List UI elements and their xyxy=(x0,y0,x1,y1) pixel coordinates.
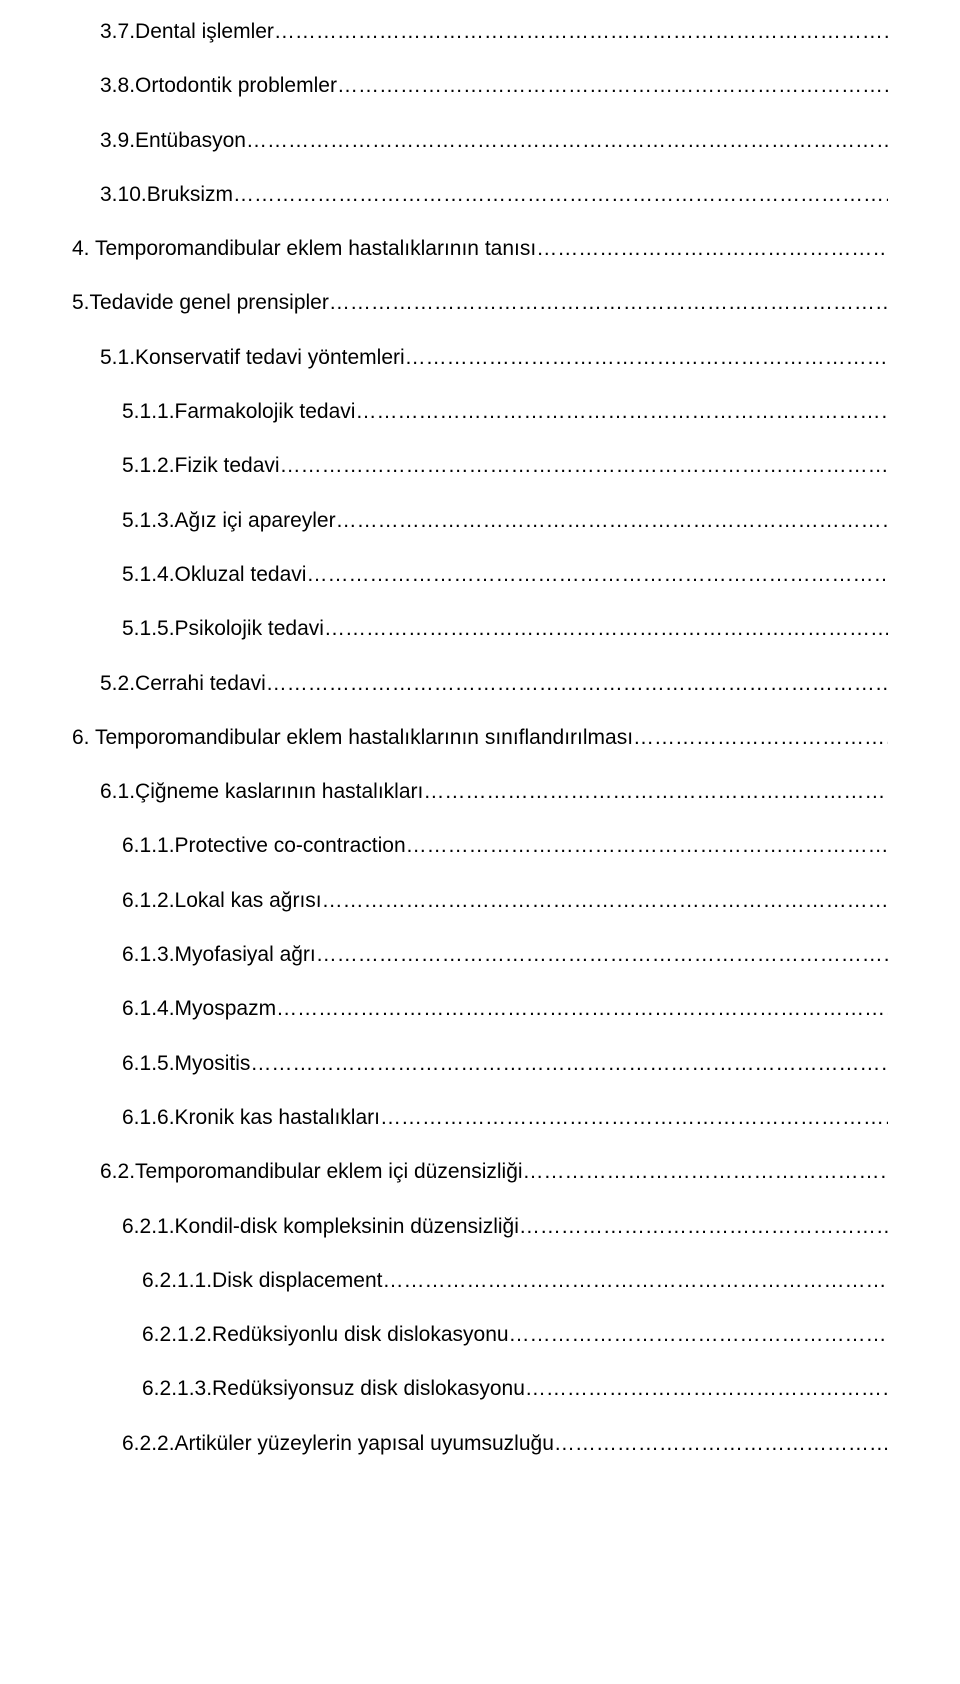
toc-entry-label: 6.1.2.Lokal kas ağrısı xyxy=(122,889,322,912)
toc-entry: 6.1.1.Protective co-contraction xyxy=(72,832,888,859)
document-page: 3.7.Dental işlemler 3.8.Ortodontik proble… xyxy=(0,0,960,1524)
toc-entry: 6.2.1.3.Redüksiyonsuz disk dislokasyonu xyxy=(72,1375,888,1402)
toc-entry: 5.1.4.Okluzal tedavi xyxy=(72,561,888,588)
toc-entry-label: 6.2.1.2.Redüksiyonlu disk dislokasyonu xyxy=(142,1323,509,1346)
toc-entry: 6.1.4.Myospazm xyxy=(72,995,888,1022)
toc-entry-label: 5.1.5.Psikolojik tedavi xyxy=(122,617,324,640)
toc-entry-label: 3.7.Dental işlemler xyxy=(100,20,274,43)
toc-entry: 6.1.3.Myofasiyal ağrı xyxy=(72,941,888,968)
toc-entry-label: 6.2.2.Artiküler yüzeylerin yapısal uyums… xyxy=(122,1432,554,1455)
toc-entry-label: 5.1.Konservatif tedavi yöntemleri xyxy=(100,346,405,369)
toc-entry-label: 4. Temporomandibular eklem hastalıkların… xyxy=(72,237,536,260)
toc-entry: 5.1.2.Fizik tedavi xyxy=(72,452,888,479)
table-of-contents: 3.7.Dental işlemler 3.8.Ortodontik proble… xyxy=(72,18,888,1457)
toc-entry-label: 5.1.1.Farmakolojik tedavi xyxy=(122,400,355,423)
toc-entry: 6.1.6.Kronik kas hastalıkları xyxy=(72,1104,888,1131)
toc-entry: 5.1.5.Psikolojik tedavi xyxy=(72,615,888,642)
toc-entry-label: 6.1.3.Myofasiyal ağrı xyxy=(122,943,316,966)
toc-entry-label: 5.1.2.Fizik tedavi xyxy=(122,454,280,477)
toc-entry-label: 6.1.5.Myositis xyxy=(122,1052,250,1075)
toc-entry-label: 6.2.1.1.Disk displacement xyxy=(142,1269,382,1292)
toc-entry: 6. Temporomandibular eklem hastalıkların… xyxy=(72,724,888,751)
toc-entry: 5.1.1.Farmakolojik tedavi xyxy=(72,398,888,425)
toc-entry: 3.7.Dental işlemler xyxy=(72,18,888,45)
toc-entry-label: 5.1.4.Okluzal tedavi xyxy=(122,563,306,586)
toc-entry-label: 6.2.1.3.Redüksiyonsuz disk dislokasyonu xyxy=(142,1377,525,1400)
toc-entry: 3.9.Entübasyon xyxy=(72,127,888,154)
toc-entry-label: 6.1.6.Kronik kas hastalıkları xyxy=(122,1106,380,1129)
toc-entry-label: 6.2.Temporomandibular eklem içi düzensiz… xyxy=(100,1160,523,1183)
toc-entry: 6.2.Temporomandibular eklem içi düzensiz… xyxy=(72,1158,888,1185)
toc-entry-label: 6.1.4.Myospazm xyxy=(122,997,276,1020)
toc-entry-label: 3.9.Entübasyon xyxy=(100,129,246,152)
toc-entry: 6.2.1.1.Disk displacement xyxy=(72,1267,888,1294)
toc-entry-label: 5.Tedavide genel prensipler xyxy=(72,291,329,314)
toc-entry: 5.1.Konservatif tedavi yöntemleri xyxy=(72,344,888,371)
toc-entry-label: 6.2.1.Kondil-disk kompleksinin düzensizl… xyxy=(122,1215,519,1238)
toc-entry: 6.2.1.Kondil-disk kompleksinin düzensizl… xyxy=(72,1213,888,1240)
toc-entry: 6.2.2.Artiküler yüzeylerin yapısal uyums… xyxy=(72,1430,888,1457)
toc-entry: 6.1.5.Myositis xyxy=(72,1050,888,1077)
toc-entry-label: 5.1.3.Ağız içi apareyler xyxy=(122,509,336,532)
toc-entry: 3.10.Bruksizm xyxy=(72,181,888,208)
toc-entry: 5.2.Cerrahi tedavi xyxy=(72,670,888,697)
toc-entry: 5.Tedavide genel prensipler xyxy=(72,289,888,316)
toc-entry-label: 3.8.Ortodontik problemler xyxy=(100,74,337,97)
toc-entry: 5.1.3.Ağız içi apareyler xyxy=(72,507,888,534)
toc-entry-label: 6.1.1.Protective co-contraction xyxy=(122,834,406,857)
toc-entry: 6.1.2.Lokal kas ağrısı xyxy=(72,887,888,914)
toc-entry: 6.1.Çiğneme kaslarının hastalıkları xyxy=(72,778,888,805)
toc-entry-label: 6.1.Çiğneme kaslarının hastalıkları xyxy=(100,780,423,803)
toc-entry: 3.8.Ortodontik problemler xyxy=(72,72,888,99)
toc-entry-label: 5.2.Cerrahi tedavi xyxy=(100,672,266,695)
toc-entry: 6.2.1.2.Redüksiyonlu disk dislokasyonu xyxy=(72,1321,888,1348)
toc-entry-label: 6. Temporomandibular eklem hastalıkların… xyxy=(72,726,633,749)
toc-entry-label: 3.10.Bruksizm xyxy=(100,183,233,206)
toc-entry: 4. Temporomandibular eklem hastalıkların… xyxy=(72,235,888,262)
